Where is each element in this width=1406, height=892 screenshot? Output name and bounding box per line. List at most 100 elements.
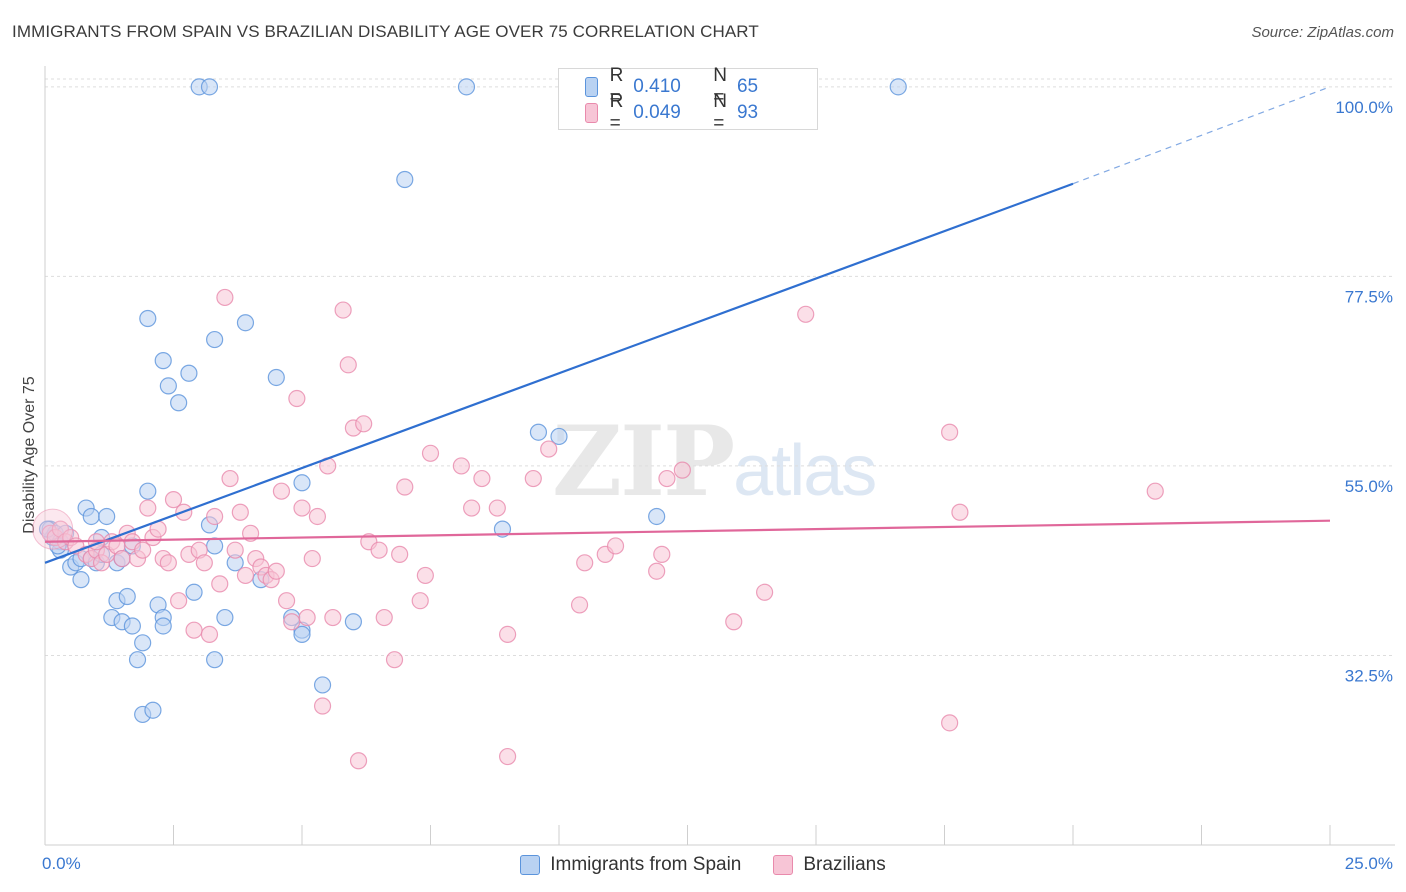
point-spain: [396, 170, 414, 189]
point-spain: [72, 571, 90, 589]
point-brazilians: [298, 608, 316, 627]
point-brazilians: [221, 469, 239, 488]
point-brazilians: [313, 697, 332, 715]
point-brazilians: [755, 583, 774, 601]
point-brazilians: [308, 507, 327, 526]
point-brazilians: [452, 457, 470, 475]
x-tick-label: 25.0%: [1345, 854, 1393, 873]
point-brazilians: [391, 545, 409, 563]
legend-row-brazilians: R = 0.049 N = 93: [585, 91, 817, 134]
point-brazilians: [951, 503, 969, 521]
point-brazilians: [570, 596, 589, 614]
point-brazilians: [236, 566, 255, 585]
point-brazilians: [648, 562, 666, 580]
point-spain: [154, 352, 172, 370]
watermark-zip: ZIP: [552, 405, 735, 518]
point-brazilians: [499, 747, 517, 766]
point-spain: [313, 676, 332, 694]
point-brazilians: [134, 541, 152, 559]
point-spain: [180, 364, 198, 382]
point-brazilians: [1146, 482, 1164, 500]
point-cluster-large: [32, 508, 74, 550]
legend-r-label: R =: [609, 91, 624, 134]
point-brazilians: [349, 752, 368, 770]
point-brazilians: [421, 444, 440, 462]
point-brazilians: [277, 592, 296, 610]
y-tick-label: 77.5%: [1345, 287, 1393, 306]
point-brazilians: [113, 549, 131, 568]
point-spain: [82, 507, 100, 526]
point-spain: [185, 583, 203, 601]
watermark: ZIPatlas: [552, 405, 877, 518]
point-brazilians: [288, 389, 306, 408]
point-brazilians: [524, 469, 542, 488]
point-brazilians: [339, 356, 357, 374]
point-spain: [170, 394, 188, 412]
trendline-spain-extension: [1072, 86, 1331, 185]
y-tick-label: 32.5%: [1345, 666, 1393, 685]
point-brazilians: [488, 499, 506, 517]
point-spain: [98, 507, 116, 526]
chart-title: IMMIGRANTS FROM SPAIN VS BRAZILIAN DISAB…: [12, 22, 759, 41]
point-brazilians: [411, 592, 429, 610]
point-spain: [128, 651, 147, 669]
point-brazilians: [370, 541, 388, 559]
point-brazilians: [673, 461, 691, 479]
legend-row-spain: R = 0.410 N = 65: [585, 65, 817, 108]
point-spain: [118, 587, 136, 606]
legend-box: R = 0.410 N = 65 R = 0.049 N = 93: [558, 65, 818, 134]
point-brazilians: [283, 613, 301, 631]
point-brazilians: [211, 575, 229, 593]
point-brazilians: [499, 625, 517, 644]
point-brazilians: [334, 301, 352, 319]
bottom-legend-swatch-spain: [520, 855, 541, 875]
point-spain: [134, 634, 152, 652]
source-credit: Source: ZipAtlas.com: [1251, 24, 1394, 41]
point-brazilians: [267, 562, 285, 580]
point-spain: [457, 78, 476, 96]
bottom-legend-label-brazilians: Brazilians: [803, 854, 886, 875]
point-brazilians: [355, 415, 373, 433]
bottom-legend-brazilians[interactable]: Brazilians: [773, 854, 886, 876]
legend-r-value: 0.410: [633, 76, 681, 97]
point-brazilians: [324, 608, 342, 627]
point-brazilians: [164, 491, 183, 509]
point-brazilians: [941, 714, 959, 732]
point-brazilians: [416, 566, 434, 585]
point-brazilians: [941, 423, 959, 441]
bottom-legend-label-spain: Immigrants from Spain: [550, 854, 742, 875]
point-spain: [139, 309, 157, 328]
point-spain: [344, 613, 362, 631]
point-brazilians: [797, 305, 815, 323]
bottom-legend-spain[interactable]: Immigrants from Spain: [520, 854, 741, 876]
point-brazilians: [231, 503, 249, 521]
point-brazilians: [473, 469, 491, 488]
point-brazilians: [658, 469, 676, 488]
trendline-spain: [44, 182, 1074, 564]
point-spain: [206, 330, 224, 349]
legend-n-value: 65: [736, 76, 759, 97]
y-axis-title: Disability Age Over 75: [21, 376, 38, 534]
point-brazilians: [185, 621, 203, 639]
point-brazilians: [576, 554, 594, 572]
bottom-legend-swatch-brazilians: [773, 855, 794, 875]
point-brazilians: [463, 499, 481, 517]
point-spain: [216, 608, 234, 627]
point-spain: [648, 507, 666, 526]
legend-r-label: R =: [609, 65, 624, 108]
point-brazilians: [606, 537, 625, 555]
legend-n-value: 93: [736, 102, 759, 123]
point-brazilians: [293, 499, 311, 517]
point-brazilians: [216, 288, 234, 307]
legend-r-value: 0.049: [633, 102, 681, 123]
point-brazilians: [170, 592, 188, 610]
point-spain: [267, 368, 285, 387]
point-brazilians: [375, 608, 393, 627]
point-spain: [123, 617, 141, 635]
point-brazilians: [206, 507, 224, 526]
point-spain: [529, 423, 548, 441]
point-spain: [200, 78, 219, 96]
point-spain: [206, 537, 224, 555]
point-brazilians: [725, 613, 743, 631]
